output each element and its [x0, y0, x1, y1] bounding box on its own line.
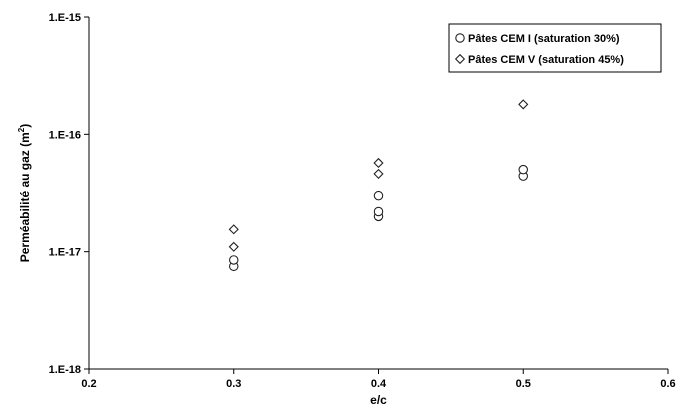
cem-v-data-point — [228, 241, 239, 252]
legend-entry-label: Pâtes CEM I (saturation 30%) — [468, 33, 620, 45]
cem-i-data-point — [373, 206, 384, 217]
legend-entry-label: Pâtes CEM V (saturation 45%) — [468, 54, 624, 66]
cem-v-data-point — [373, 168, 384, 179]
x-tick-label: 0.2 — [81, 378, 96, 390]
cem-v-data-point — [373, 157, 384, 169]
data-markers — [228, 99, 529, 272]
cem-v-legend-marker — [454, 53, 466, 65]
y-axis-title-superscript: 2 — [17, 127, 26, 132]
cem-i-data-point — [229, 255, 239, 265]
y-axis-title-main: Perméabilité au gaz (m — [18, 132, 32, 262]
cem-v-data-point — [518, 99, 529, 110]
x-tick-label: 0.4 — [371, 378, 387, 390]
y-axis-title-end: ) — [18, 124, 32, 128]
x-axis-ticks: 0.2 0.3 0.4 0.5 0.6 — [81, 369, 676, 390]
y-tick-label: 1.E-16 — [49, 129, 81, 141]
cem-i-legend-marker — [455, 33, 465, 43]
y-tick-label: 1.E-18 — [49, 364, 81, 376]
x-tick-label: 0.5 — [516, 378, 531, 390]
cem-v-data-point — [228, 224, 239, 235]
x-tick-label: 0.3 — [226, 378, 241, 390]
y-axis-title: Perméabilité au gaz (m2) — [17, 124, 32, 263]
cem-i-data-point — [373, 190, 384, 201]
legend: Pâtes CEM I (saturation 30%) Pâtes CEM V … — [448, 23, 662, 73]
y-tick-label: 1.E-17 — [49, 247, 81, 259]
y-tick-label: 1.E-15 — [49, 12, 81, 24]
cem-i-data-point — [518, 164, 528, 175]
x-axis-title: e/c — [370, 393, 387, 407]
x-tick-label: 0.6 — [660, 378, 675, 390]
legend-box — [448, 23, 662, 73]
y-axis-ticks: 1.E-18 1.E-17 1.E-16 1.E-15 — [49, 12, 89, 376]
